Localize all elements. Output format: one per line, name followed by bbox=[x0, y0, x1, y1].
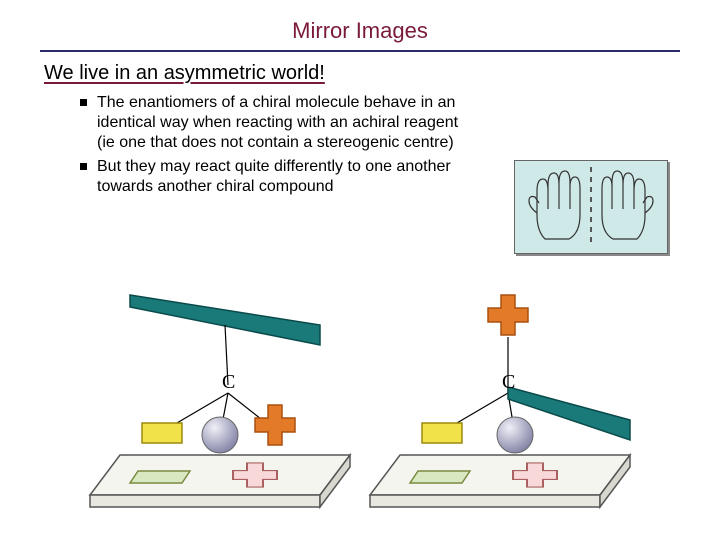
bullet-item: The enantiomers of a chiral molecule beh… bbox=[80, 93, 480, 153]
bullet-marker bbox=[80, 99, 87, 106]
bullet-text: But they may react quite differently to … bbox=[97, 157, 480, 197]
title-rule bbox=[40, 50, 680, 52]
slide-title: Mirror Images bbox=[0, 0, 720, 44]
receptor-slab bbox=[370, 455, 630, 507]
slot-rect bbox=[410, 471, 470, 483]
wedge-bond bbox=[130, 295, 320, 345]
carbon-label-right: C bbox=[502, 371, 515, 394]
cross-substituent bbox=[255, 405, 295, 445]
sphere-substituent bbox=[497, 417, 533, 453]
sphere-substituent bbox=[202, 417, 238, 453]
yellow-substituent bbox=[422, 423, 462, 443]
right-molecule bbox=[370, 295, 630, 507]
bullet-marker bbox=[80, 163, 87, 170]
cross-substituent-top bbox=[488, 295, 528, 335]
bullet-list: The enantiomers of a chiral molecule beh… bbox=[80, 93, 480, 197]
hands-illustration bbox=[514, 160, 668, 254]
yellow-substituent bbox=[142, 423, 182, 443]
bullet-text: The enantiomers of a chiral molecule beh… bbox=[97, 93, 480, 153]
bullet-item: But they may react quite differently to … bbox=[80, 157, 480, 197]
receptor-slab bbox=[90, 455, 350, 507]
carbon-label-left: C bbox=[222, 371, 235, 394]
chirality-diagram: C C bbox=[70, 285, 660, 525]
slot-rect bbox=[130, 471, 190, 483]
subtitle: We live in an asymmetric world! bbox=[44, 62, 720, 85]
left-molecule bbox=[90, 295, 350, 507]
